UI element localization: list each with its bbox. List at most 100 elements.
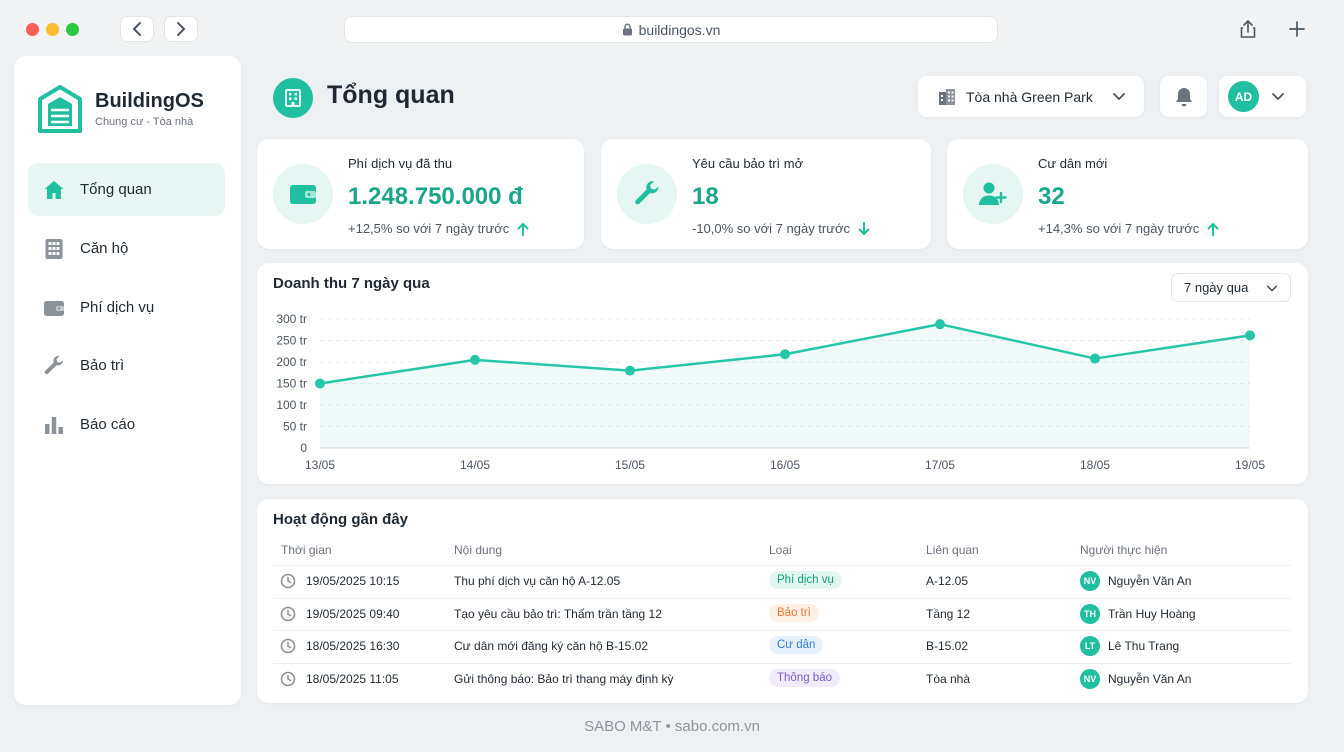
actor-name: Nguyễn Văn An — [1108, 671, 1192, 686]
activity-content: Cư dân mới đăng ký căn hộ B-15.02 — [454, 639, 649, 653]
activity-type-badge: Cư dân — [769, 636, 824, 654]
back-button[interactable] — [120, 16, 154, 42]
brand-logo[interactable]: BuildingOS Chung cư - Tòa nhà — [37, 84, 204, 134]
x-tick-label: 13/05 — [305, 458, 335, 472]
avatar: AD — [1228, 81, 1259, 112]
chart-title: Doanh thu 7 ngày qua — [273, 275, 430, 292]
x-tick-label: 19/05 — [1235, 458, 1265, 472]
bell-icon — [1175, 88, 1192, 107]
actor-avatar: LT — [1080, 636, 1100, 656]
y-tick-label: 0 — [300, 441, 307, 455]
activity-type-badge: Thông báo — [769, 668, 840, 687]
notifications-button[interactable] — [1160, 76, 1207, 117]
activity-content: Tạo yêu cầu bảo trì: Thấm trần tầng 12 — [454, 606, 662, 621]
stat-label: Phí dịch vụ đã thu — [348, 156, 453, 171]
wrench-icon — [617, 164, 677, 224]
plus-icon — [1289, 21, 1305, 37]
activity-time: 18/05/2025 16:30 — [306, 639, 400, 653]
sidebar-item-overview[interactable]: Tổng quan — [28, 163, 225, 216]
close-window-button[interactable] — [26, 23, 39, 36]
apartment-grid-icon — [42, 237, 66, 261]
clock-icon — [280, 573, 296, 592]
actor-avatar: NV — [1080, 571, 1100, 591]
stat-change: +12,5% so với 7 ngày trước — [348, 221, 529, 236]
actor-name: Nguyễn Văn An — [1108, 574, 1192, 588]
sidebar-item-reports[interactable]: Báo cáo — [28, 398, 225, 451]
arrow-down-icon — [858, 221, 870, 235]
sidebar-item-maintenance[interactable]: Bảo trì — [28, 339, 225, 392]
table-row[interactable]: 19/05/2025 09:40 Tạo yêu cầu bảo trì: Thấ… — [273, 597, 1291, 630]
browser-toolbar: buildingos.vn — [0, 0, 1344, 56]
table-header: Thời gian Nội dung Loại Liên quan Người … — [273, 543, 1291, 565]
stat-label: Cư dân mới — [1038, 156, 1108, 171]
page-title: Tổng quan — [327, 81, 455, 109]
url-text: buildingos.vn — [638, 21, 721, 38]
y-tick-label: 100 tr — [276, 398, 307, 412]
actor-avatar: NV — [1080, 668, 1100, 689]
column-header-time: Thời gian — [281, 543, 332, 557]
column-header-related: Liên quan — [926, 543, 979, 557]
stat-change: +14,3% so với 7 ngày trước — [1038, 221, 1219, 236]
date-range-label: 7 ngày qua — [1184, 280, 1249, 295]
clock-icon — [280, 638, 296, 657]
lock-icon — [622, 23, 632, 36]
stat-card-fees-collected: Phí dịch vụ đã thu 1.248.750.000 đ +12,5… — [257, 139, 584, 249]
user-menu-button[interactable]: AD — [1219, 76, 1306, 117]
chevron-down-icon — [1113, 93, 1125, 101]
sidebar-item-label: Căn hộ — [80, 240, 129, 257]
activity-type-badge: Bảo trì — [769, 603, 819, 622]
x-tick-label: 16/05 — [770, 458, 800, 472]
stat-card-new-residents: Cư dân mới 32 +14,3% so với 7 ngày trước — [947, 139, 1308, 249]
data-point — [315, 378, 325, 389]
table-row[interactable]: 18/05/2025 16:30 Cư dân mới đăng ký căn h… — [273, 630, 1291, 662]
minimize-window-button[interactable] — [46, 23, 59, 36]
stat-label: Yêu cầu bảo trì mở — [692, 156, 804, 171]
footer-text: SABO M&T • sabo.com.vn — [584, 718, 760, 735]
recent-activity-card: Hoạt động gần đây Thời gian Nội dung Loạ… — [257, 499, 1308, 703]
main-content: Tổng quan Tòa nhà Green Park AD Phí dịch… — [257, 56, 1308, 752]
building-name: Tòa nhà Green Park — [966, 88, 1093, 105]
column-header-type: Loại — [769, 543, 792, 557]
data-point — [1090, 353, 1100, 364]
chevron-down-icon — [1266, 285, 1278, 292]
table-row[interactable]: 18/05/2025 11:05 Gửi thông báo: Bảo trì t… — [273, 662, 1291, 695]
activity-type-badge: Phí dịch vụ — [769, 571, 842, 589]
activity-time: 19/05/2025 10:15 — [306, 574, 400, 588]
clock-icon — [280, 671, 296, 690]
stat-card-open-maintenance: Yêu cầu bảo trì mở 18 -10,0% so với 7 ng… — [601, 139, 931, 249]
activity-related: A-12.05 — [926, 574, 969, 588]
forward-button[interactable] — [164, 16, 198, 42]
share-icon — [1240, 19, 1256, 38]
new-tab-button[interactable] — [1286, 18, 1308, 40]
x-tick-label: 18/05 — [1080, 458, 1110, 472]
address-bar[interactable]: buildingos.vn — [344, 16, 998, 43]
arrow-up-icon — [1207, 222, 1219, 236]
wallet-icon — [273, 164, 333, 224]
column-header-content: Nội dung — [454, 543, 503, 557]
share-button[interactable] — [1237, 18, 1259, 40]
activity-related: B-15.02 — [926, 639, 969, 653]
stat-change: -10,0% so với 7 ngày trước — [692, 221, 870, 236]
zoom-window-button[interactable] — [66, 23, 79, 36]
chevron-right-icon — [177, 22, 186, 36]
bar-chart-icon — [42, 413, 66, 437]
sidebar-item-apartments[interactable]: Căn hộ — [28, 222, 225, 275]
y-tick-label: 200 tr — [276, 355, 307, 369]
chevron-down-icon — [1272, 93, 1284, 101]
date-range-select[interactable]: 7 ngày qua — [1171, 273, 1291, 302]
table-row[interactable]: 19/05/2025 10:15 Thu phí dịch vụ căn hộ A… — [273, 565, 1291, 597]
sidebar-item-service-fees[interactable]: Phí dịch vụ — [28, 281, 225, 334]
actor-name: Lê Thu Trang — [1108, 639, 1180, 653]
arrow-up-icon — [517, 222, 529, 236]
sidebar-item-label: Báo cáo — [80, 416, 136, 433]
revenue-line-chart: 0 50 tr 100 tr 150 tr 200 tr 250 tr 300 tr 13/0… — [276, 312, 1265, 472]
actor-name: Trần Huy Hoàng — [1108, 606, 1196, 621]
activity-time: 19/05/2025 09:40 — [306, 606, 400, 621]
stat-change-text: -10,0% so với 7 ngày trước — [692, 221, 850, 236]
brand-name: BuildingOS — [95, 90, 204, 112]
y-tick-label: 50 tr — [283, 420, 307, 434]
stat-value: 1.248.750.000 đ — [348, 183, 523, 210]
building-selector[interactable]: Tòa nhà Green Park — [918, 76, 1144, 117]
y-tick-label: 150 tr — [276, 377, 307, 391]
activity-content: Thu phí dịch vụ căn hộ A-12.05 — [454, 574, 621, 588]
